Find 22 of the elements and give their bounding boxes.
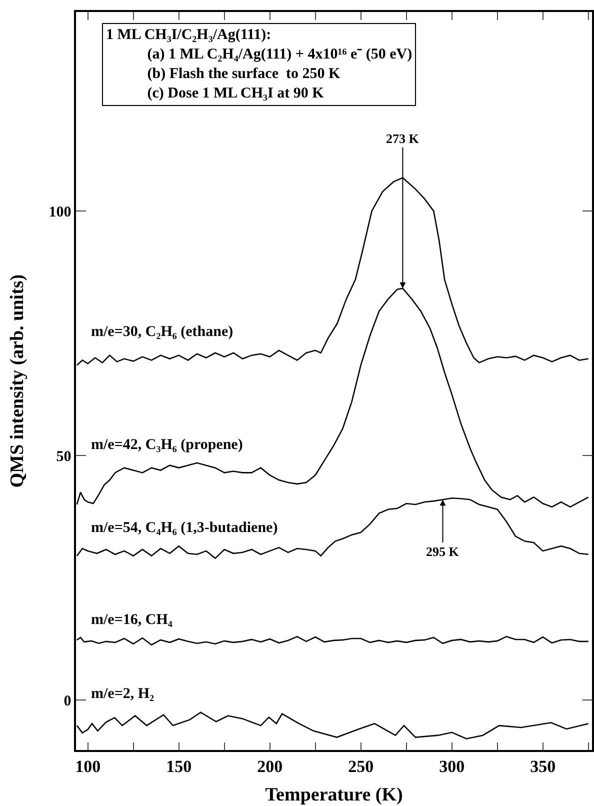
x-tick-label: 100 xyxy=(75,757,101,776)
annotation: (b) Flash the surface to 250 K xyxy=(106,66,340,82)
x-tick-label: 150 xyxy=(166,757,192,776)
y-axis-title: QMS intensity (arb. units) xyxy=(7,274,28,488)
series-label: m/e=2, H₂ xyxy=(91,686,155,702)
x-tick-label: 250 xyxy=(348,757,374,776)
annotation: (a) 1 ML C₂H₄/Ag(111) + 4x10¹⁶ e⁻ (50 eV) xyxy=(106,46,412,62)
y-tick-label: 100 xyxy=(48,204,72,220)
x-tick-label: 200 xyxy=(257,757,283,776)
x-tick-label: 350 xyxy=(530,757,556,776)
series-label: m/e=42, C₃H₆ (propene) xyxy=(91,437,243,453)
y-tick-label: 0 xyxy=(64,693,72,710)
annotation: 295 K xyxy=(426,544,460,559)
series-label: m/e=16, CH₄ xyxy=(91,612,173,628)
y-tick-label: 50 xyxy=(56,448,72,465)
series-label: m/e=30, C₂H₆ (ethane) xyxy=(91,324,234,340)
x-axis-title: Temperature (K) xyxy=(265,784,403,806)
series-label: m/e=54, C₄H₆ (1,3-butadiene) xyxy=(91,520,278,536)
annotation: (c) Dose 1 ML CH₃I at 90 K xyxy=(106,86,324,102)
x-tick-label: 300 xyxy=(439,757,465,776)
annotation: 273 K xyxy=(386,131,420,146)
annotation: 1 ML CH₃I/C₂H₃/Ag(111): xyxy=(106,27,272,43)
